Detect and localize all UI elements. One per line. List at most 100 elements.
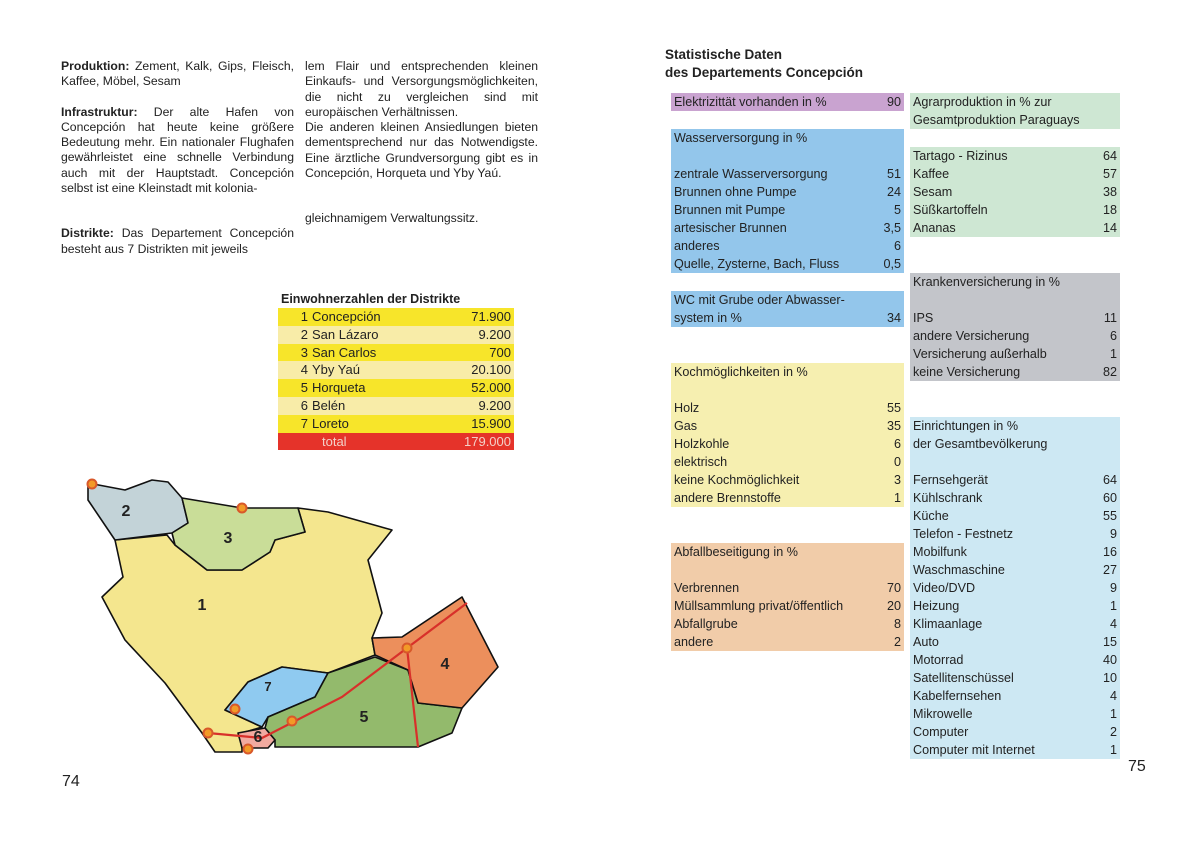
row-value: 3 [893, 473, 901, 487]
district-label-4: 4 [441, 656, 450, 673]
row-label: Kabelfernsehen [913, 689, 1002, 703]
row-label: keine Kochmöglichkeit [674, 473, 800, 487]
infrastruktur-paragraph: Infrastruktur: Der alte Hafen von Concep… [61, 105, 294, 197]
row-label: Motorrad [913, 653, 964, 667]
row-value: 60 [1102, 491, 1117, 505]
row-value: 24 [886, 185, 901, 199]
district-name: Yby Yaú [312, 362, 360, 378]
row-value: 27 [1102, 563, 1117, 577]
row-label: Fernsehgerät [913, 473, 988, 487]
stat-row: Kaffee 57 [910, 165, 1120, 183]
block-header: Krankenversicherung in % [910, 273, 1120, 291]
district-2-area [87, 479, 189, 541]
district-number: 4 [300, 362, 308, 378]
row-label: Verbrennen [674, 581, 740, 595]
row-value: 6 [893, 239, 901, 253]
row-value: 1 [893, 491, 901, 505]
row-label: Ananas [913, 221, 956, 235]
row-label: elektrisch [674, 455, 728, 469]
abfallbeseitigung-block: Abfallbeseitigung in % Verbrennen 70 Müllsa… [671, 543, 904, 651]
row-label: Satellitenschüssel [913, 671, 1014, 685]
row-value: 4 [1109, 617, 1117, 631]
distrikte-paragraph: Distrikte: Das Departement Concepción be… [61, 226, 294, 257]
row-label: Computer mit Internet [913, 743, 1035, 757]
town-marker [229, 703, 241, 715]
row-label: Brunnen mit Pumpe [674, 203, 786, 217]
infrastruktur-label: Infrastruktur: [61, 104, 138, 119]
row-value: 40 [1102, 653, 1117, 667]
blank-row [671, 147, 904, 165]
row-label: Heizung [913, 599, 960, 613]
population-row: 2 San Lázaro 9.200 [278, 325, 514, 344]
population-row: 1 Concepción 71.900 [278, 308, 514, 326]
district-name: Concepción [312, 309, 381, 324]
total-value: 179.000 [464, 433, 511, 449]
stat-row: Auto 15 [910, 633, 1120, 651]
stat-row: Mikrowelle 1 [910, 705, 1120, 723]
block-header: der Gesamtbevölkerung [910, 435, 1120, 453]
town-marker [86, 478, 98, 490]
row-label: Quelle, Zysterne, Bach, Fluss [674, 257, 840, 271]
row-value: 6 [1109, 329, 1117, 343]
row-label: Gesamtproduktion Paraguays [913, 113, 1080, 127]
total-label: total [322, 433, 347, 449]
district-population: 9.200 [478, 397, 511, 413]
stat-row: Heizung 1 [910, 597, 1120, 615]
population-table-title: Einwohnerzahlen der Distrikte [281, 292, 461, 306]
blank-row [671, 381, 904, 399]
district-map: 1 2 3 4 5 6 7 [86, 478, 499, 755]
row-value: 9 [1109, 581, 1117, 595]
row-value: 18 [1102, 203, 1117, 217]
stat-row: elektrisch 0 [671, 453, 904, 471]
row-label: system in % [674, 311, 742, 325]
stat-row: keine Versicherung 82 [910, 363, 1120, 381]
stat-row: Holzkohle 6 [671, 435, 904, 453]
row-value: 6 [893, 437, 901, 451]
district-number: 7 [300, 415, 308, 431]
district-population: 700 [489, 344, 511, 360]
row-label: andere Brennstoffe [674, 491, 781, 505]
district-population: 71.900 [471, 309, 511, 324]
row-label: andere [674, 635, 714, 649]
district-label-1: 1 [198, 597, 207, 614]
town-marker [236, 502, 248, 514]
stat-row: Brunnen ohne Pumpe 24 [671, 183, 904, 201]
row-value: 55 [1102, 509, 1117, 523]
row-label: Abfallbeseitigung in % [674, 545, 798, 559]
row-label: Abfallgrube [674, 617, 738, 631]
row-label: der Gesamtbevölkerung [913, 437, 1048, 451]
district-population: 20.100 [471, 362, 511, 378]
blank-row [910, 453, 1120, 471]
block-header: Kochmöglichkeiten in % [671, 363, 904, 381]
paragraph-2: Die anderen kleinen Ansiedlungen bieten … [305, 120, 538, 181]
stat-row: Kabelfernsehen 4 [910, 687, 1120, 705]
row-value: 70 [886, 581, 901, 595]
stat-row: Klimaanlage 4 [910, 615, 1120, 633]
district-name: Loreto [312, 415, 349, 431]
kochmoeglichkeiten-block: Kochmöglichkeiten in % Holz 55 Gas 35 Holzkoh… [671, 363, 904, 507]
page-number-right: 75 [1128, 758, 1146, 775]
stat-row: Elektrizittät vorhanden in % 90 [671, 93, 904, 111]
stat-row: andere 2 [671, 633, 904, 651]
row-value: 38 [1102, 185, 1117, 199]
statistics-title: Statistische Daten des Departements Conc… [665, 46, 863, 81]
row-value: 11 [1103, 311, 1117, 325]
stat-row: Sesam 38 [910, 183, 1120, 201]
row-value: 2 [893, 635, 901, 649]
district-population: 52.000 [471, 380, 511, 396]
row-label: Küche [913, 509, 949, 523]
district-name: Belén [312, 397, 346, 413]
stat-row: Quelle, Zysterne, Bach, Fluss 0,5 [671, 255, 904, 273]
district-label-6: 6 [254, 729, 263, 746]
district-name: Horqueta [312, 380, 366, 396]
population-row: 3 San Carlos 700 [278, 343, 514, 362]
wasserversorgung-block: Wasserversorgung in % zentrale Wasservers… [671, 129, 904, 273]
population-total-row: total 179.000 [278, 432, 514, 451]
stat-row: anderes 6 [671, 237, 904, 255]
stat-row: Telefon - Festnetz 9 [910, 525, 1120, 543]
agrar-block: Tartago - Rizinus 64 Kaffee 57 Sesam 38 Süßkar… [910, 147, 1120, 237]
town-marker [242, 743, 254, 755]
town-marker [286, 715, 298, 727]
stat-row: Küche 55 [910, 507, 1120, 525]
district-label-5: 5 [360, 709, 369, 726]
